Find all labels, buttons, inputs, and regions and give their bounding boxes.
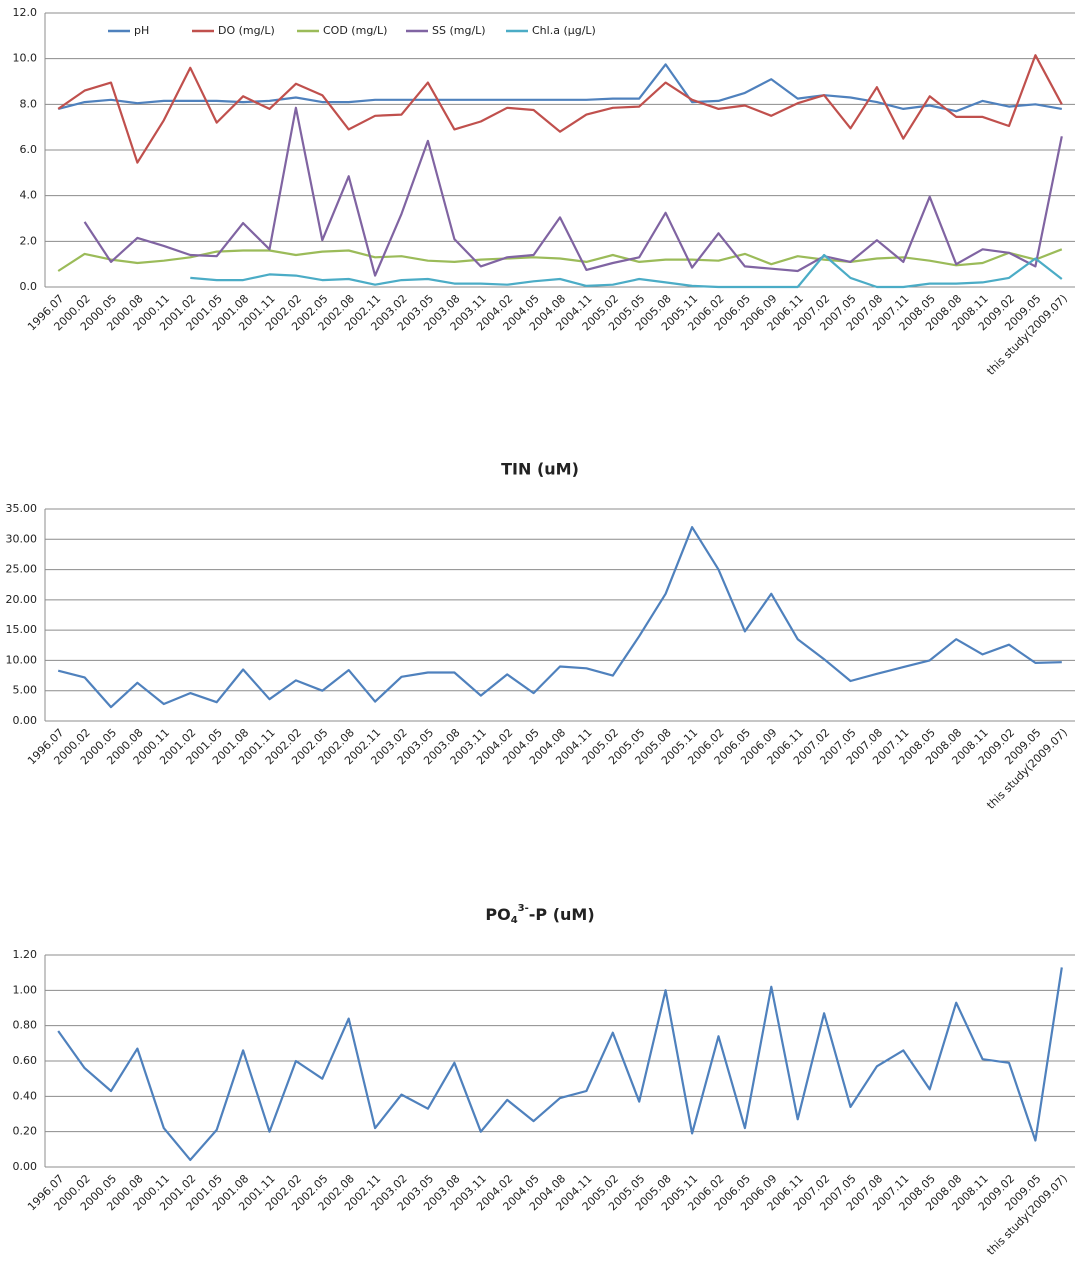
legend-label: COD (mg/L) [323, 24, 387, 37]
legend-label: DO (mg/L) [218, 24, 275, 37]
y-tick-label: 5.00 [13, 684, 38, 697]
y-tick-label: 0.00 [13, 1160, 38, 1173]
y-tick-label: 20.00 [6, 593, 38, 606]
y-tick-label: 10.00 [6, 653, 38, 666]
y-tick-label: 0.60 [13, 1054, 38, 1067]
y-tick-label: 15.00 [6, 623, 38, 636]
y-tick-label: 1.00 [13, 983, 38, 996]
y-tick-label: 10.0 [13, 52, 38, 65]
y-tick-label: 6.0 [20, 143, 38, 156]
chart-title: TIN (uM) [501, 460, 579, 479]
y-tick-label: 0.00 [13, 714, 38, 727]
data-line [57, 63, 1062, 113]
y-tick-label: 35.00 [6, 502, 38, 515]
y-tick-label: 25.00 [6, 563, 38, 576]
y-tick-label: 12.0 [13, 6, 38, 19]
title-part: PO [485, 905, 510, 924]
title-part: 3- [518, 903, 529, 914]
y-tick-label: 0.0 [20, 280, 38, 293]
y-tick-label: 0.40 [13, 1089, 38, 1102]
data-line [57, 967, 1063, 1161]
y-tick-label: 30.00 [6, 532, 38, 545]
data-line [57, 54, 1063, 164]
title-part: -P (uM) [529, 905, 595, 924]
data-line [57, 526, 1062, 709]
y-tick-label: 0.80 [13, 1019, 38, 1032]
data-line [57, 248, 1063, 272]
y-tick-label: 1.20 [13, 948, 38, 961]
title-part: 4 [511, 915, 518, 926]
data-line [83, 106, 1063, 277]
legend-label: pH [134, 24, 149, 37]
data-line [190, 253, 1063, 289]
legend-label: SS (mg/L) [432, 24, 486, 37]
y-tick-label: 2.0 [20, 234, 38, 247]
y-tick-label: 0.20 [13, 1125, 38, 1138]
legend-label: Chl.a (μg/L) [532, 24, 596, 37]
y-tick-label: 8.0 [20, 97, 38, 110]
chart-title: PO43--P (uM) [485, 903, 594, 926]
y-tick-label: 4.0 [20, 189, 38, 202]
